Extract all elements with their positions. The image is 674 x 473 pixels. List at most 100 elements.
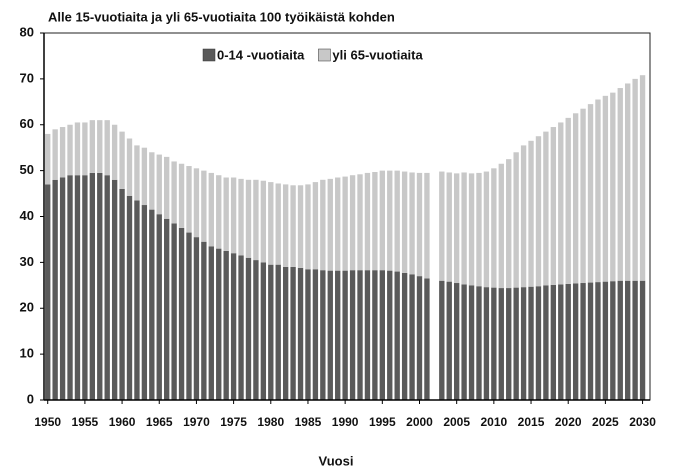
bar-segment [178, 227, 185, 400]
legend-label: 0-14 -vuotiaita [217, 47, 305, 62]
bar-segment [558, 284, 564, 400]
x-tick-label: 1985 [295, 415, 322, 429]
bar-segment [587, 104, 594, 283]
bar-segment [617, 280, 623, 400]
bar-segment [268, 264, 274, 400]
bar-segment [550, 284, 557, 400]
bar-segment [171, 161, 177, 224]
bar-segment [439, 280, 445, 400]
bar-segment [357, 174, 363, 271]
bar-segment [82, 122, 88, 176]
bar-segment [409, 172, 415, 275]
bar-segment [632, 280, 638, 400]
x-tick-label: 2030 [629, 415, 656, 429]
x-tick-label: 1950 [34, 415, 61, 429]
bar-segment [602, 281, 609, 400]
bar-segment [543, 285, 549, 400]
bar-segment [327, 178, 333, 271]
bar-segment [134, 145, 140, 201]
bar-segment [320, 270, 326, 400]
bar-segment [126, 138, 133, 196]
bar-segment [282, 266, 289, 400]
bar-segment [453, 283, 460, 400]
x-tick-label: 1955 [72, 415, 99, 429]
bar-segment [312, 269, 319, 400]
x-tick-label: 2015 [518, 415, 545, 429]
bar-segment [268, 182, 274, 265]
x-axis-title: Vuosi [319, 453, 354, 468]
bar-segment [491, 287, 497, 400]
bar-segment [416, 172, 423, 277]
x-tick-label: 1960 [109, 415, 136, 429]
legend-swatch [202, 48, 216, 62]
bar-segment [513, 287, 519, 400]
bar-segment [186, 232, 192, 400]
bar-segment [543, 131, 549, 286]
bar-segment [149, 209, 155, 400]
x-tick-label: 1970 [183, 415, 210, 429]
bar-segment [275, 183, 281, 265]
bar-segment [639, 280, 646, 400]
bar-segment [201, 241, 207, 400]
bar-segment [327, 270, 333, 400]
bar-segment [580, 283, 586, 400]
bar-segment [45, 133, 51, 185]
chart-title: Alle 15-vuotiaita ja yli 65-vuotiaita 10… [48, 9, 395, 24]
x-tick-label: 2000 [406, 415, 433, 429]
bar-segment [238, 178, 244, 256]
bar-segment [572, 283, 579, 400]
bar-segment [372, 270, 378, 400]
bar-segment [260, 262, 267, 400]
bar-segment [171, 223, 177, 400]
bar-segment [290, 185, 296, 267]
bar-segment [104, 120, 110, 176]
y-tick-label: 10 [20, 346, 34, 361]
bar-segment [595, 282, 601, 400]
bar-segment [349, 175, 356, 271]
bar-segment [282, 184, 289, 267]
x-tick-label: 2010 [481, 415, 508, 429]
bar-segment [335, 270, 341, 400]
bar-segment [349, 270, 356, 400]
bar-segment [416, 276, 423, 400]
bar-segment [208, 246, 214, 400]
bar-segment [632, 78, 638, 281]
bar-segment [572, 113, 579, 284]
bar-segment [245, 179, 252, 258]
y-tick-label: 70 [20, 70, 34, 85]
bar-segment [580, 108, 586, 284]
bar-segment [498, 288, 504, 400]
bar-segment [111, 179, 118, 400]
bar-segment [364, 172, 371, 271]
bar-segment [74, 175, 81, 400]
bar-segment [506, 159, 512, 289]
bar-segment [67, 175, 73, 400]
bar-segment [364, 270, 371, 400]
bar-segment [639, 75, 646, 281]
bar-segment [119, 131, 125, 189]
bar-segment [610, 281, 616, 400]
bar-segment [156, 214, 162, 400]
bar-segment [476, 286, 482, 400]
bar-segment [506, 288, 512, 400]
bar-segment [483, 287, 490, 400]
bar-segment [565, 283, 571, 400]
bar-segment [342, 270, 348, 400]
bar-segment [141, 205, 148, 400]
bar-segment [625, 83, 631, 281]
bar-segment [164, 156, 170, 219]
bar-segment [89, 120, 96, 173]
bar-segment [297, 267, 304, 400]
bar-segment [312, 182, 319, 270]
bar-segment [409, 274, 415, 400]
bar-segment [439, 171, 445, 281]
bar-segment [610, 92, 616, 282]
x-tick-label: 2005 [443, 415, 470, 429]
bar-segment [476, 172, 482, 287]
bar-segment [535, 136, 542, 287]
bar-segment [141, 147, 148, 206]
bar-segment [461, 172, 467, 285]
bar-segment [446, 172, 452, 282]
bar-segment [253, 179, 259, 261]
bar-segment [401, 171, 408, 273]
